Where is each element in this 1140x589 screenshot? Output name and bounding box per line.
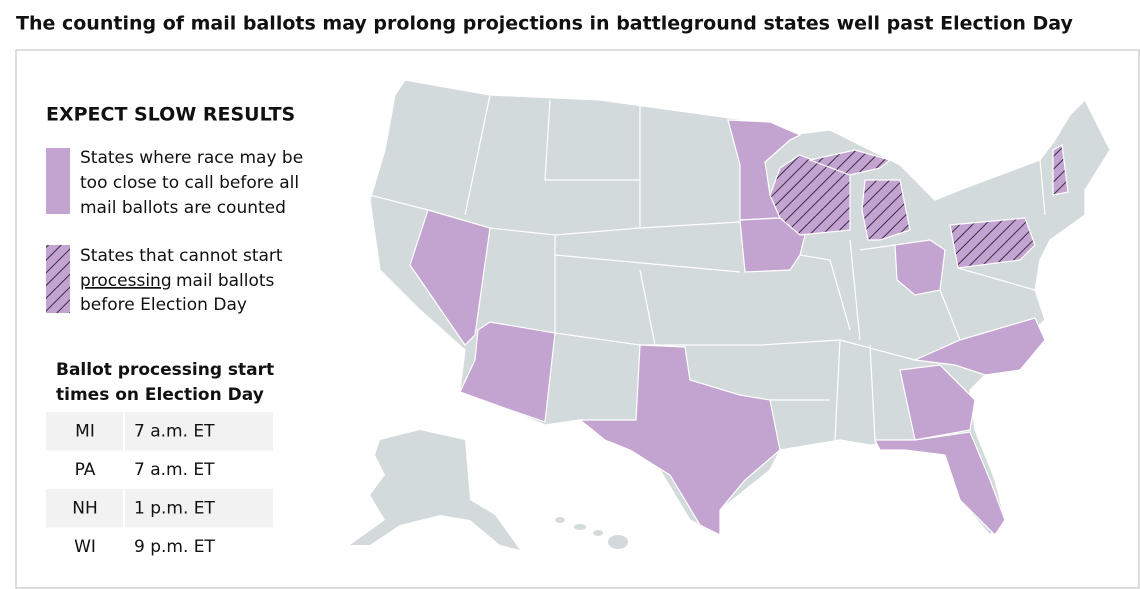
legend-text: mail ballots are counted	[80, 198, 286, 218]
table-heading: times on Election Day	[56, 385, 264, 405]
legend-text: mail ballots	[176, 271, 275, 291]
north-carolina	[912, 317, 1046, 376]
table-cell: MI	[75, 421, 95, 441]
hawaii	[555, 517, 628, 549]
minnesota	[727, 119, 802, 221]
table-cell: 1 p.m. ET	[134, 498, 216, 518]
legend-text: before Election Day	[80, 295, 247, 315]
table-heading: Ballot processing start	[56, 360, 274, 380]
alaska	[350, 430, 520, 550]
map	[350, 79, 1111, 550]
title: The counting of mail ballots may prolong…	[16, 13, 1074, 35]
michigan-lower	[861, 179, 911, 241]
ohio	[894, 239, 946, 296]
georgia	[899, 364, 976, 441]
arizona	[459, 321, 556, 423]
table-cell: 7 a.m. ET	[134, 421, 215, 441]
table-row	[46, 489, 273, 528]
table-row	[46, 450, 273, 489]
wisconsin	[769, 154, 851, 236]
table: MI 7 a.m. ET PA 7 a.m. ET NH 1 p.m. ET WI 9 p.m…	[46, 412, 273, 566]
table-row	[46, 527, 273, 566]
state-borders	[369, 94, 1046, 441]
michigan-upper	[807, 149, 892, 176]
legend-text: States that cannot start	[80, 246, 283, 266]
florida	[874, 431, 1006, 536]
new-hampshire	[1052, 144, 1069, 196]
legend-swatch-hatched	[46, 245, 70, 313]
table-cell: WI	[74, 537, 96, 557]
legend-heading: EXPECT SLOW RESULTS	[46, 104, 295, 126]
table-row	[46, 412, 273, 451]
legend-swatch-solid	[46, 148, 70, 214]
table-cell: 9 p.m. ET	[134, 537, 216, 557]
legend-text-underlined: processing	[80, 271, 172, 291]
nevada	[409, 209, 491, 346]
table-cell: PA	[75, 460, 96, 480]
legend-text: too close to call before all	[80, 173, 299, 193]
texas	[578, 344, 781, 536]
pennsylvania	[949, 217, 1036, 269]
legend-text: States where race may be	[80, 148, 303, 168]
table-cell: 7 a.m. ET	[134, 460, 215, 480]
table-cell: NH	[72, 498, 98, 518]
